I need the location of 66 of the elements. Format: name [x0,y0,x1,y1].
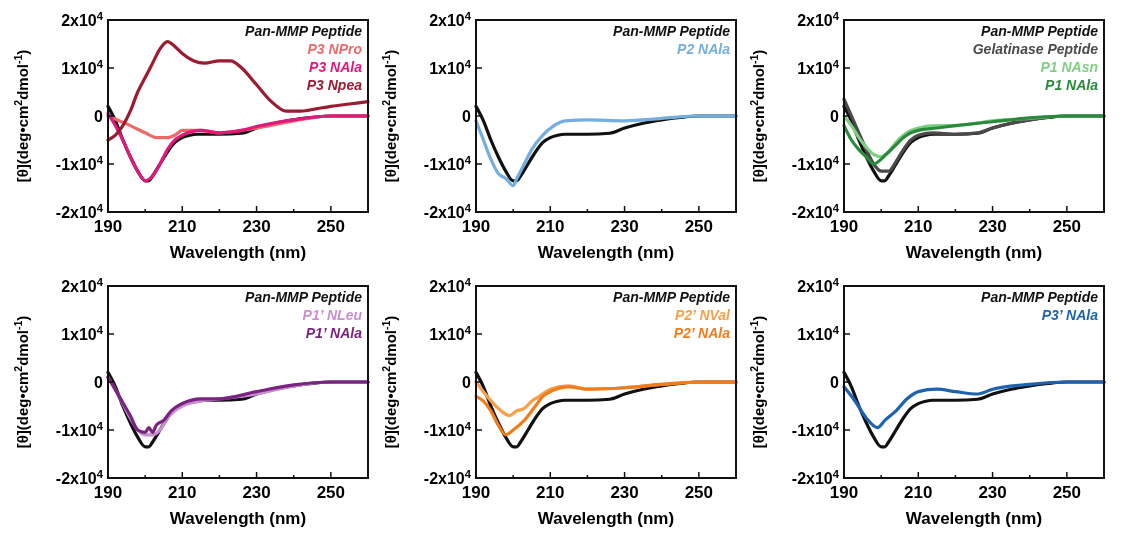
x-tick-label: 250 [1052,483,1082,502]
y-tick-label: 2x10$^{4}$ [429,276,472,295]
text: P3 NPro [307,41,363,57]
y-tick-label: -1x10$^{4}$ [423,420,472,439]
x-tick-label: 250 [316,217,346,236]
y-tick-label: 1x10$^{4}$ [797,324,840,343]
x-tick-label: 210 [904,217,933,236]
x-tick-label: 230 [978,217,1007,236]
text: P1 NAsn [1040,59,1098,75]
y-tick-label: 0 [830,108,840,125]
y-tick-label: 0 [462,374,472,391]
x-tick-label: 210 [536,483,565,502]
text: P2’ NAla [673,325,731,341]
x-tick-label: 230 [242,483,271,502]
x-tick-label: 210 [168,483,197,502]
series-label: P3 Npea [306,77,363,93]
text: Gelatinase Peptide [972,41,1099,57]
x-axis-title: Wavelength (nm) [169,243,307,262]
x-axis-title: Wavelength (nm) [905,509,1043,528]
x-tick-label: 210 [904,483,933,502]
text: Pan-MMP Peptide [981,23,1099,39]
text: Pan-MMP Peptide [613,289,731,305]
x-axis-title: Wavelength (nm) [537,509,675,528]
x-tick-label: 250 [1052,217,1082,236]
text: P2’ NVal [675,307,732,323]
x-tick-label: 230 [242,217,271,236]
x-axis-title: Wavelength (nm) [537,243,675,262]
y-tick-label: 2x10$^{4}$ [797,10,840,29]
x-tick-label: 230 [978,483,1007,502]
y-tick-label: 1x10$^{4}$ [429,324,472,343]
y-tick-label: 1x10$^{4}$ [61,324,104,343]
y-tick-label: 0 [462,108,472,125]
x-tick-label: 210 [168,217,197,236]
text: P1’ NLeu [302,307,363,323]
x-axis-title: Wavelength (nm) [905,243,1043,262]
y-tick-label: 0 [94,108,104,125]
x-tick-label: 230 [610,217,639,236]
y-tick-label: 0 [830,374,840,391]
y-tick-label: -1x10$^{4}$ [55,154,104,173]
y-tick-label: 2x10$^{4}$ [61,10,104,29]
x-tick-label: 250 [684,483,714,502]
y-tick-label: 2x10$^{4}$ [429,10,472,29]
y-tick-label: -1x10$^{4}$ [791,154,840,173]
y-tick-label: -1x10$^{4}$ [791,420,840,439]
text: P1’ NAla [305,325,363,341]
text: P3 NAla [309,59,363,75]
y-tick-label: 0 [94,374,104,391]
x-axis-title: Wavelength (nm) [169,509,307,528]
y-tick-label: 1x10$^{4}$ [797,58,840,77]
text: P3’ NAla [1041,307,1099,323]
text: Pan-MMP Peptide [613,23,731,39]
x-tick-label: 250 [684,217,714,236]
y-tick-label: -1x10$^{4}$ [55,420,104,439]
y-tick-label: 2x10$^{4}$ [797,276,840,295]
y-tick-label: 2x10$^{4}$ [61,276,104,295]
text: Pan-MMP Peptide [981,289,1099,305]
x-tick-label: 250 [316,483,346,502]
y-tick-label: 1x10$^{4}$ [61,58,104,77]
text: Pan-MMP Peptide [245,289,363,305]
series-label: P1 NAla [1045,77,1099,93]
text: P2 NAla [677,41,731,57]
x-tick-label: 210 [536,217,565,236]
text: Pan-MMP Peptide [245,23,363,39]
x-tick-label: 230 [610,483,639,502]
y-tick-label: 1x10$^{4}$ [429,58,472,77]
y-tick-label: -1x10$^{4}$ [423,154,472,173]
